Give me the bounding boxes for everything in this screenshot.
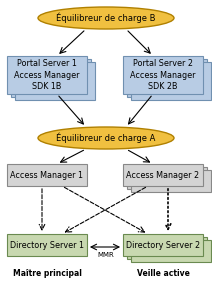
Bar [127,167,207,189]
Bar [127,59,207,97]
Text: Veille active: Veille active [137,269,190,278]
Text: Maître principal: Maître principal [13,269,81,278]
Text: MMR: MMR [98,252,114,258]
Bar [15,62,95,100]
Text: Access Manager 1: Access Manager 1 [11,170,84,179]
Bar [123,56,203,94]
Text: Directory Server 2: Directory Server 2 [126,241,200,250]
Text: Équilibreur de charge B: Équilibreur de charge B [56,13,156,23]
Bar [131,240,211,262]
Bar [7,56,87,94]
Bar [7,164,87,186]
Text: Access Manager 2: Access Manager 2 [126,170,199,179]
Bar [123,164,203,186]
Bar [131,62,211,100]
Ellipse shape [38,127,174,149]
Bar [127,237,207,259]
Bar [123,234,203,256]
Bar [131,170,211,192]
Text: Équilibreur de charge A: Équilibreur de charge A [56,133,156,143]
Text: Directory Server 1: Directory Server 1 [10,241,84,250]
Text: Portal Server 2
Access Manager
SDK 2B: Portal Server 2 Access Manager SDK 2B [130,59,196,91]
Ellipse shape [38,7,174,29]
Bar [7,234,87,256]
Bar [11,59,91,97]
Text: Portal Server 1
Access Manager
SDK 1B: Portal Server 1 Access Manager SDK 1B [14,59,80,91]
